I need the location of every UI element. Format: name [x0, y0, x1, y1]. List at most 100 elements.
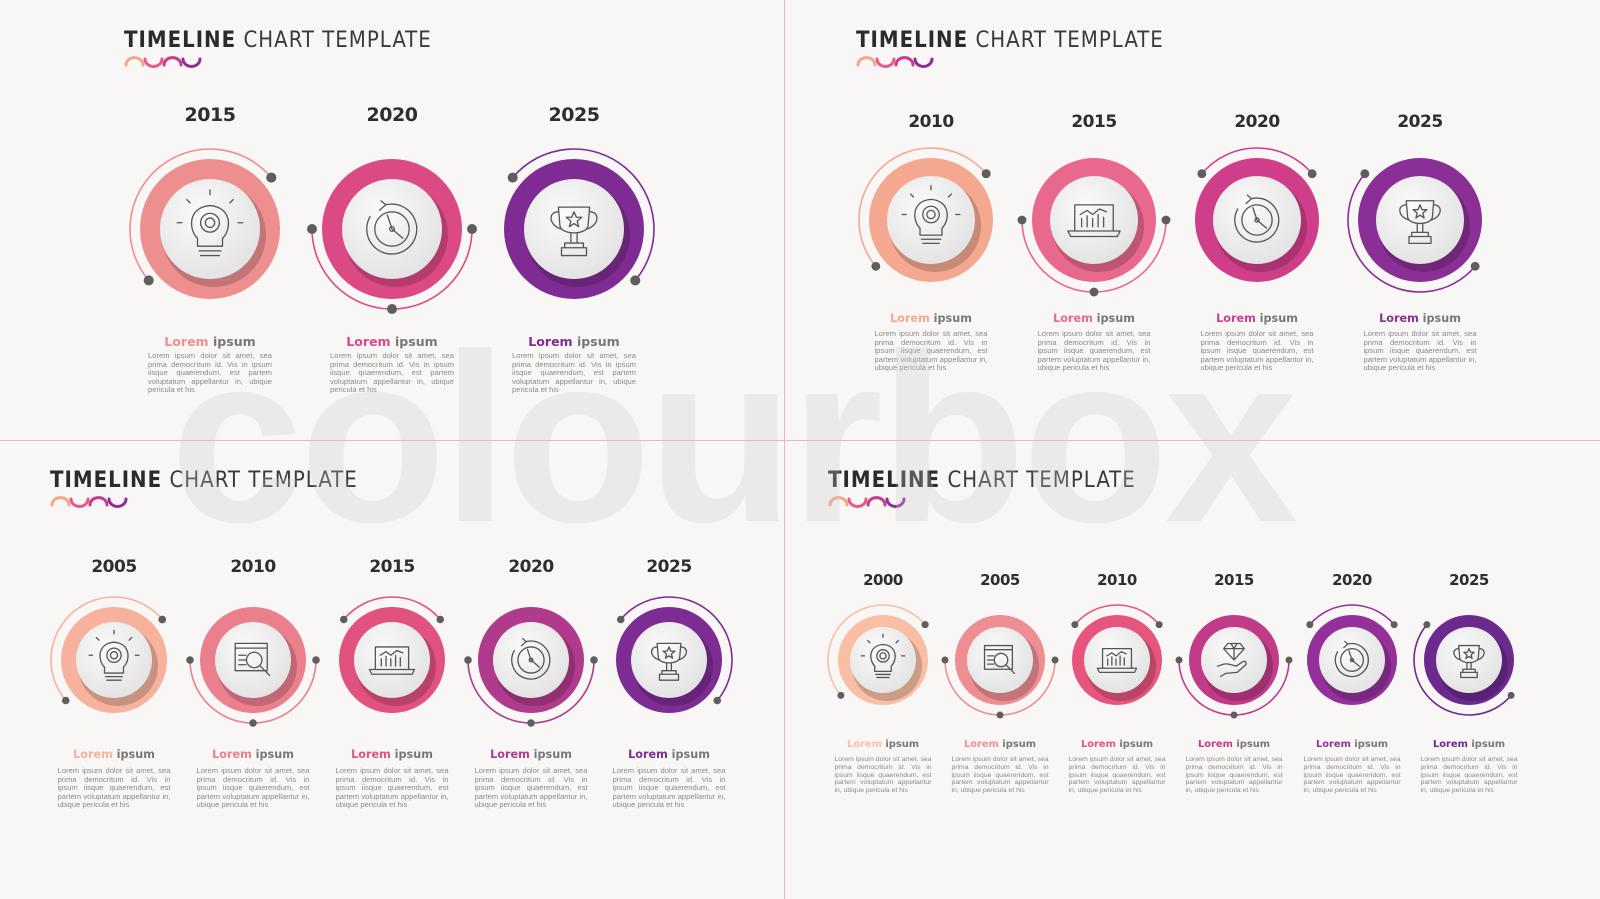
- wave-arc: [181, 57, 202, 68]
- item-description: Lorem ipsum dolor sit amet, sea prima de…: [148, 351, 272, 395]
- timeline-arc: [858, 147, 987, 267]
- item-description: Lorem ipsum dolor sit amet, sea prima de…: [512, 351, 636, 395]
- arc-endpoint-dot: [1360, 169, 1370, 179]
- timeline-arc: [1347, 173, 1476, 293]
- arc-endpoint-dot: [1017, 215, 1027, 225]
- arc-endpoint-dot: [941, 656, 949, 664]
- laptop-chart-icon: [368, 646, 416, 675]
- item-description: Lorem ipsum dolor sit amet, sea prima de…: [330, 351, 454, 395]
- timeline-node: [307, 159, 477, 314]
- inner-disc: [160, 179, 260, 279]
- item-description: Lorem ipsum dolor sit amet, sea prima de…: [612, 766, 726, 810]
- inner-disc: [1376, 176, 1464, 264]
- year-label: 2015: [184, 104, 236, 126]
- item-heading: Lorem ipsum: [890, 312, 972, 325]
- arc-endpoint-dot: [616, 615, 625, 624]
- item-description: Lorem ipsum dolor sit amet, sea prima de…: [474, 766, 588, 810]
- timeline-node: [1017, 158, 1171, 297]
- heading-accent: Lorem: [490, 748, 530, 761]
- arc-endpoint-dot: [186, 656, 194, 664]
- item-heading: Lorem ipsum: [212, 748, 294, 761]
- item-description: Lorem ipsum dolor sit amet, sea prima de…: [1185, 756, 1283, 795]
- arc-endpoint-dot: [590, 656, 598, 664]
- lightbulb-gear-icon: [88, 629, 140, 681]
- item-description: Lorem ipsum dolor sit amet, sea prima de…: [1037, 329, 1151, 373]
- panel-title: TIMELINE CHART TEMPLATE: [50, 468, 358, 493]
- heading-rest: ipsum: [1232, 739, 1271, 750]
- heading-rest: ipsum: [929, 312, 972, 325]
- year-label: 2025: [646, 557, 692, 577]
- search-browser-icon: [983, 644, 1016, 675]
- heading-rest: ipsum: [1255, 312, 1298, 325]
- arc-endpoint-dot: [1051, 656, 1059, 664]
- item-heading: Lorem ipsum: [1379, 312, 1461, 325]
- timeline-node: [827, 604, 929, 705]
- timeline-arc: [343, 596, 441, 621]
- heading-rest: ipsum: [1115, 739, 1154, 750]
- heading-rest: ipsum: [667, 748, 710, 761]
- arc-endpoint-dot: [981, 169, 991, 179]
- arc-endpoint-dot: [1161, 215, 1171, 225]
- item-description: Lorem ipsum dolor sit amet, sea prima de…: [1303, 756, 1401, 795]
- item-heading: Lorem ipsum: [1198, 739, 1270, 750]
- inner-disc: [1436, 627, 1502, 693]
- item-heading: Lorem ipsum: [1316, 739, 1388, 750]
- wave-arc: [875, 57, 896, 68]
- year-label: 2020: [1332, 571, 1372, 589]
- timeline-arc: [1413, 624, 1512, 716]
- item-heading: Lorem ipsum: [164, 334, 255, 349]
- heading-accent: Lorem: [846, 739, 882, 750]
- year-label: 2010: [230, 557, 276, 577]
- heading-rest: ipsum: [1467, 739, 1506, 750]
- trophy-icon: [1399, 200, 1441, 245]
- arc-endpoint-dot: [266, 172, 277, 183]
- item-heading: Lorem ipsum: [346, 334, 437, 349]
- year-label: 2025: [548, 104, 600, 126]
- laptop-chart-icon: [1067, 204, 1121, 238]
- arc-endpoint-dot: [1423, 621, 1431, 629]
- lightbulb-gear-icon: [860, 633, 906, 679]
- heading-rest: ipsum: [572, 334, 620, 349]
- heading-accent: Lorem: [963, 739, 999, 750]
- panel-title: TIMELINE CHART TEMPLATE: [828, 468, 1136, 493]
- wave-decoration: [828, 496, 906, 508]
- year-label: 2025: [1449, 571, 1489, 589]
- timeline-node: [464, 607, 598, 727]
- inner-disc: [1050, 176, 1138, 264]
- heading-accent: Lorem: [628, 748, 668, 761]
- year-label: 2020: [508, 557, 554, 577]
- inner-disc: [1084, 627, 1150, 693]
- heading-rest: ipsum: [390, 748, 433, 761]
- title-light: CHART TEMPLATE: [162, 468, 358, 493]
- wave-decoration: [124, 56, 202, 68]
- item-heading: Lorem ipsum: [73, 748, 155, 761]
- panel-title: TIMELINE CHART TEMPLATE: [856, 28, 1164, 53]
- arc-endpoint-dot: [713, 696, 722, 705]
- arc-endpoint-dot: [871, 261, 881, 271]
- heading-rest: ipsum: [998, 739, 1037, 750]
- heading-accent: Lorem: [346, 334, 391, 349]
- timeline-node: [616, 596, 733, 713]
- inner-disc: [76, 622, 152, 698]
- heading-accent: Lorem: [212, 748, 252, 761]
- timeline-arc: [129, 148, 272, 281]
- arc-endpoint-dot: [339, 615, 348, 624]
- timeline-node: [129, 148, 280, 299]
- inner-disc: [967, 627, 1033, 693]
- clock-icon: [511, 637, 551, 680]
- item-description: Lorem ipsum dolor sit amet, sea prima de…: [951, 756, 1049, 795]
- wave-arc: [107, 497, 128, 508]
- item-description: Lorem ipsum dolor sit amet, sea prima de…: [1420, 756, 1518, 795]
- trophy-icon: [550, 206, 598, 257]
- diamond-hand-icon: [1216, 642, 1247, 678]
- title-bold: TIMELINE: [50, 468, 163, 493]
- arc-endpoint-dot: [1071, 621, 1079, 629]
- arc-endpoint-dot: [1230, 711, 1238, 719]
- arc-endpoint-dot: [1307, 169, 1317, 179]
- lightbulb-gear-icon: [901, 184, 961, 245]
- year-label: 2015: [369, 557, 415, 577]
- arc-endpoint-dot: [630, 275, 641, 286]
- year-label: 2010: [908, 112, 954, 132]
- arc-endpoint-dot: [61, 696, 70, 705]
- timeline-arc: [1309, 604, 1395, 626]
